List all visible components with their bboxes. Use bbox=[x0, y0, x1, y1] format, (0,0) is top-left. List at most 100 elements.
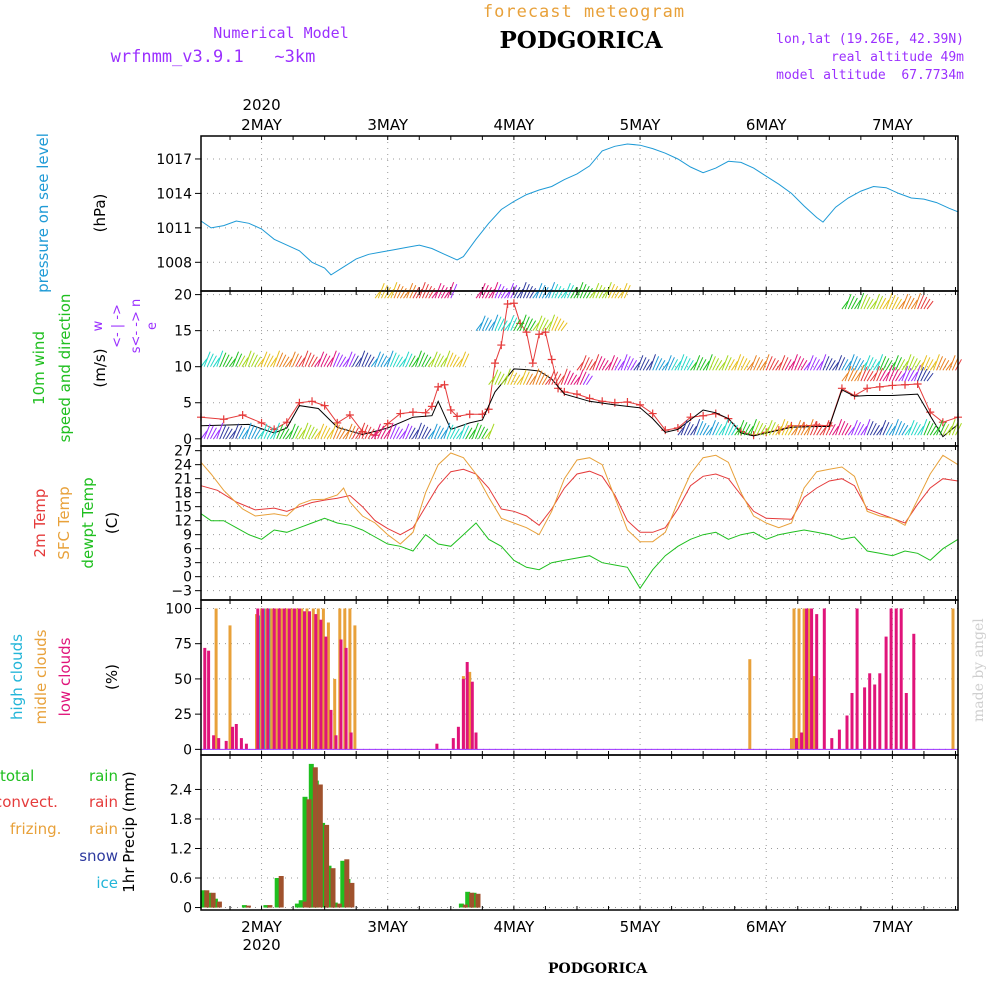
wind-barb bbox=[430, 351, 438, 367]
wind-barb bbox=[545, 321, 552, 331]
y-axis-label: midle clouds bbox=[32, 629, 50, 724]
bar-low bbox=[899, 608, 903, 750]
wind-barb bbox=[257, 430, 265, 440]
wind-barb bbox=[276, 352, 284, 367]
wind-barb bbox=[667, 357, 675, 371]
wind-barb bbox=[904, 354, 912, 371]
wind-barb bbox=[822, 420, 830, 436]
wind-speed-marker bbox=[661, 426, 670, 435]
wind-barb bbox=[570, 374, 578, 385]
wind-speed-marker bbox=[509, 299, 518, 308]
series-line-dewpt-temp bbox=[200, 513, 959, 590]
wind-barb bbox=[589, 361, 597, 371]
wind-speed-marker bbox=[453, 412, 462, 421]
wind-barb bbox=[734, 354, 742, 371]
bar-convectrain bbox=[475, 893, 481, 908]
series-line-speed bbox=[200, 302, 959, 436]
wind-barb bbox=[386, 350, 394, 367]
wind-barb bbox=[497, 373, 505, 385]
wind-barb bbox=[803, 362, 811, 371]
wind-barb bbox=[860, 366, 868, 382]
wind-barb bbox=[762, 354, 770, 371]
wind-barb bbox=[854, 421, 861, 436]
wind-barb bbox=[721, 419, 729, 436]
wind-barb bbox=[854, 371, 861, 382]
wind-barb bbox=[485, 319, 492, 331]
wind-barb bbox=[351, 427, 359, 440]
wind-barb bbox=[481, 428, 489, 440]
wind-barb bbox=[323, 427, 331, 440]
wind-barb bbox=[358, 350, 366, 367]
bar-midle bbox=[326, 622, 330, 750]
wind-barb bbox=[923, 298, 931, 310]
wind-barb bbox=[282, 428, 290, 440]
wind-barb bbox=[320, 353, 328, 367]
wind-barb bbox=[433, 353, 441, 367]
wind-barb bbox=[765, 420, 773, 436]
bar-totalrain bbox=[241, 905, 247, 908]
wind-barb bbox=[513, 319, 521, 331]
wind-barb bbox=[433, 425, 441, 440]
wind-barb bbox=[879, 297, 887, 310]
wind-barb bbox=[910, 421, 918, 436]
bar-midle bbox=[321, 608, 325, 750]
wind-barb bbox=[601, 360, 609, 371]
wind-barb bbox=[948, 355, 956, 371]
bar-low bbox=[244, 743, 248, 750]
bar-convectrain bbox=[216, 901, 222, 908]
y-tick-label: 6 bbox=[183, 542, 192, 558]
wind-barb bbox=[219, 424, 227, 439]
wind-barb bbox=[879, 420, 887, 436]
wind-barb bbox=[548, 282, 556, 299]
wind-barb bbox=[418, 352, 426, 367]
wind-barb bbox=[399, 430, 407, 440]
wind-barb bbox=[225, 356, 233, 367]
wind-barb bbox=[756, 422, 764, 436]
wind-speed-marker bbox=[446, 405, 455, 414]
wind-barb bbox=[813, 422, 820, 436]
chart-subtitle: forecast meteogram bbox=[483, 2, 685, 22]
bar-convectrain bbox=[469, 892, 475, 908]
wind-barb bbox=[617, 361, 625, 371]
wind-barb bbox=[526, 373, 533, 385]
model-altitude: model altitude 67.7734m bbox=[776, 68, 964, 83]
plot-area: 100810111014101705101520−303691215182124… bbox=[0, 96, 962, 954]
wind-barb bbox=[825, 358, 833, 371]
bar-midle bbox=[300, 608, 304, 750]
wind-barb bbox=[838, 357, 846, 371]
wind-barb bbox=[488, 321, 496, 331]
wind-barb bbox=[844, 424, 852, 436]
wind-barb bbox=[942, 423, 950, 436]
wind-barb bbox=[560, 368, 568, 385]
wind-barb bbox=[879, 356, 887, 371]
wind-barb bbox=[696, 357, 704, 371]
wind-barb bbox=[402, 351, 410, 367]
wind-barb bbox=[863, 419, 871, 436]
wind-barb bbox=[718, 425, 726, 436]
wind-barb bbox=[538, 372, 546, 385]
wind-barb bbox=[671, 359, 679, 371]
wind-barb bbox=[898, 359, 906, 371]
wind-barb bbox=[797, 358, 805, 371]
wind-barb bbox=[282, 356, 290, 367]
wind-barb bbox=[519, 282, 527, 299]
wind-barb bbox=[658, 360, 666, 371]
wind-barb bbox=[355, 357, 362, 367]
wind-barb bbox=[507, 315, 515, 331]
wind-barb bbox=[320, 425, 328, 440]
wind-barb bbox=[816, 361, 824, 371]
wind-speed-marker bbox=[901, 380, 910, 389]
panel-pressure: 1008 1011 1014 1017 bbox=[156, 135, 959, 292]
wind-barb bbox=[513, 374, 521, 385]
bar-midle bbox=[285, 608, 289, 750]
wind-barb bbox=[529, 287, 537, 299]
y-tick-label: 2.4 bbox=[170, 782, 192, 798]
wind-barb bbox=[510, 372, 518, 385]
wind-barb bbox=[203, 423, 211, 439]
wind-barb bbox=[342, 358, 350, 367]
wind-barb bbox=[920, 296, 928, 310]
y-tick-label: 0.6 bbox=[170, 871, 192, 887]
bar-low bbox=[207, 650, 211, 750]
wind-barb bbox=[873, 293, 880, 310]
wind-speed-marker bbox=[427, 402, 436, 411]
